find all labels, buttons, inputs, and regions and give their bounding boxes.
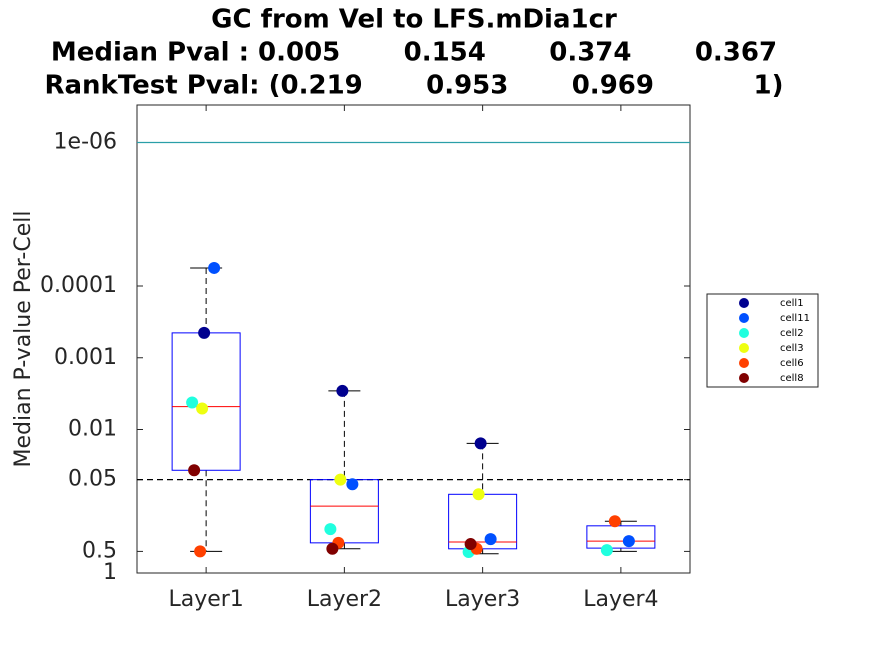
data-point (196, 402, 209, 415)
legend-marker (739, 298, 749, 308)
legend-marker (739, 358, 749, 368)
data-point (326, 542, 339, 555)
box (586, 525, 656, 549)
data-point (472, 488, 485, 501)
y-tick-label: 0.5 (82, 538, 117, 563)
y-tick-label: 1e-06 (54, 130, 117, 155)
subtitle: RankTest Pval: (0.219 0.953 0.969 1) (44, 71, 783, 101)
y-tick-label: 1 (103, 560, 117, 585)
data-point (198, 326, 211, 339)
data-point (334, 473, 347, 486)
y-tick-label: 0.01 (68, 417, 117, 442)
data-point (194, 545, 207, 558)
data-point (324, 523, 337, 536)
legend-label: cell6 (780, 358, 804, 369)
legend-marker (739, 343, 749, 353)
y-tick-label: 0.0001 (40, 273, 117, 298)
data-point (464, 538, 477, 551)
legend-box (706, 293, 819, 388)
data-point (600, 544, 613, 557)
data-point (186, 396, 199, 409)
chart-title: GC from Vel to LFS.mDia1cr (211, 5, 617, 35)
x-tick-label: Layer1 (168, 587, 243, 612)
data-point (622, 535, 635, 548)
legend-label: cell1 (780, 298, 804, 309)
data-point (474, 437, 487, 450)
legend-label: cell8 (780, 373, 804, 384)
x-tick-label: Layer4 (583, 587, 658, 612)
axes-frame (136, 104, 691, 574)
legend-label: cell11 (780, 313, 810, 324)
y-tick-label: 0.05 (68, 467, 117, 492)
y-tick-label: 0.001 (54, 345, 117, 370)
legend-marker (739, 313, 749, 323)
data-point (336, 384, 349, 397)
x-tick-label: Layer2 (307, 587, 382, 612)
legend-label: cell3 (780, 343, 804, 354)
legend-label: cell2 (780, 328, 804, 339)
y-axis-label: Median P-value Per-Cell (11, 211, 36, 468)
subtitle: Median Pval : 0.005 0.154 0.374 0.367 (51, 38, 777, 68)
data-point (208, 261, 221, 274)
x-tick-label: Layer3 (445, 587, 520, 612)
legend-marker (739, 373, 749, 383)
data-point (188, 464, 201, 477)
data-point (608, 515, 621, 528)
data-point (484, 533, 497, 546)
data-point (346, 478, 359, 491)
legend-marker (739, 328, 749, 338)
